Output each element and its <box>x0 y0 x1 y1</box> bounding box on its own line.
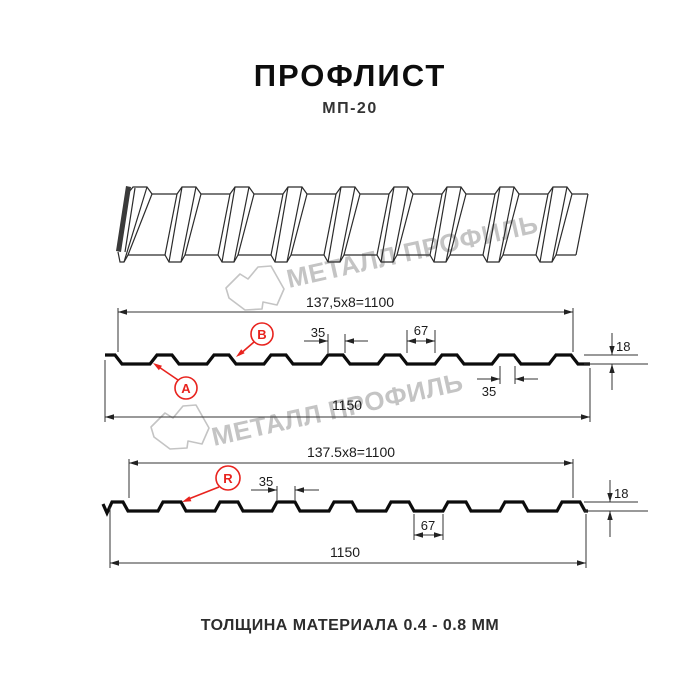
dim-pitch-label: 137.5x8=1100 <box>307 444 395 460</box>
sheet-3d-rib-line <box>127 193 153 256</box>
sheet-3d-rib-line <box>286 186 303 263</box>
sheet-3d-rib-line <box>380 186 395 263</box>
label-r: R <box>223 471 233 486</box>
label-r-circle <box>215 465 241 491</box>
dim-arrow <box>564 309 573 315</box>
dim-arrow <box>426 338 435 344</box>
profile-a-drawing: 137,5x8=1100 35 67 35 18 <box>104 294 648 422</box>
sheet-3d-rib-line <box>221 186 236 263</box>
technical-drawing: МЕТАЛЛ ПРОФИЛЬ МЕТАЛЛ ПРОФИЛЬ 137,5x8=11… <box>101 186 648 568</box>
watermark-middle: МЕТАЛЛ ПРОФИЛЬ <box>150 367 466 452</box>
dim-arrow <box>105 414 114 420</box>
dim-arrow <box>110 560 119 566</box>
metall-profil-logo-icon <box>225 265 285 311</box>
dim-rib-top-label: 35 <box>311 325 325 340</box>
dim-arrow <box>581 414 590 420</box>
sheet-3d-end-cap <box>116 186 131 252</box>
sheet-3d-rib-line <box>274 186 289 263</box>
sheet-3d-rib-line <box>233 186 250 263</box>
sheet-3d-rib-line <box>486 186 501 263</box>
dim-arrow <box>434 532 443 538</box>
sheet-3d-rib-line <box>323 193 337 256</box>
sheet-3d-rib-line <box>502 193 520 256</box>
sheet-3d-rib-line <box>327 186 342 263</box>
dim-arrow <box>414 532 423 538</box>
dim-flat-label: 67 <box>421 518 435 533</box>
dim-arrow <box>319 338 328 344</box>
sheet-3d-end-cap-line <box>124 187 136 253</box>
sheet-3d-rib-line <box>539 186 554 263</box>
dim-arrow <box>345 338 354 344</box>
sheet-3d-rib-line <box>180 186 197 263</box>
sheet-3d-rib-line <box>555 193 573 256</box>
leader-arrow <box>236 349 245 357</box>
page-title: ПРОФЛИСТ <box>253 58 447 93</box>
sheet-3d-rib-line <box>433 186 448 263</box>
dim-arrow <box>491 376 500 382</box>
dim-arrow <box>407 338 416 344</box>
dim-rib-bottom-label: 35 <box>482 384 496 399</box>
label-b-circle <box>250 322 274 346</box>
sheet-3d-top-edge <box>128 186 588 195</box>
dim-arrow <box>515 376 524 382</box>
sheet-3d-rib-line <box>343 193 361 256</box>
dim-pitch-label: 137,5x8=1100 <box>306 294 394 310</box>
sheet-3d-rib-line <box>217 193 231 256</box>
leader-arrow <box>153 363 162 371</box>
sheet-3d-rib-line <box>184 193 202 256</box>
dim-arrow <box>607 511 613 520</box>
sheet-3d-rib-line <box>290 193 308 256</box>
dim-arrow <box>609 364 615 373</box>
dim-arrow <box>607 493 613 502</box>
dim-width-label: 1150 <box>330 544 360 560</box>
dim-rib-top-label: 35 <box>259 474 273 489</box>
sheet-3d-rib-line <box>376 193 390 256</box>
leader-line <box>185 486 220 501</box>
sheet-3d-rib-line <box>575 193 589 256</box>
profile-r-outline <box>101 500 588 517</box>
sheet-3d-rib-line <box>396 193 414 256</box>
leader-arrow <box>182 496 192 502</box>
profile-a-outline <box>105 353 590 366</box>
sheet-3d-rib-line <box>237 193 255 256</box>
sheet-3d-rib-line <box>449 193 467 256</box>
dim-arrow <box>118 309 127 315</box>
dim-arrow <box>577 560 586 566</box>
sheet-3d-rib-line <box>168 186 183 263</box>
dim-height-label: 18 <box>616 339 630 354</box>
sheet-3d-view <box>116 186 589 263</box>
sheet-3d-rib-line <box>445 186 462 263</box>
metall-profil-logo-icon <box>150 404 210 450</box>
dim-flat-label: 67 <box>414 323 428 338</box>
dim-width-label: 1150 <box>332 397 362 413</box>
watermark-text: МЕТАЛЛ ПРОФИЛЬ <box>284 209 541 294</box>
dim-arrow <box>129 460 138 466</box>
sheet-3d-rib-line <box>392 186 409 263</box>
dim-arrow <box>609 346 615 355</box>
label-b: B <box>257 327 266 342</box>
sheet-3d-rib-line <box>551 186 568 263</box>
sheet-3d-rib-line <box>123 186 148 263</box>
sheet-3d-rib-line <box>498 186 515 263</box>
sheet-3d-rib-line <box>429 193 443 256</box>
sheet-3d-rib-line <box>482 193 496 256</box>
footer-text: ТОЛЩИНА МАТЕРИАЛА 0.4 - 0.8 ММ <box>200 617 500 634</box>
sheet-3d-rib-line <box>535 193 549 256</box>
dim-arrow <box>268 487 277 493</box>
sheet-3d-rib-line <box>270 193 284 256</box>
label-a: A <box>181 381 191 396</box>
dim-arrow <box>295 487 304 493</box>
dim-arrow <box>564 460 573 466</box>
label-a-circle <box>174 376 198 400</box>
page-subtitle: МП-20 <box>322 100 378 117</box>
profile-r-drawing: 137.5x8=1100 35 67 18 1150 <box>101 444 648 568</box>
dim-height-label: 18 <box>614 486 628 501</box>
sheet-3d-rib-line <box>339 186 356 263</box>
sheet-3d-rib-line <box>164 193 178 256</box>
